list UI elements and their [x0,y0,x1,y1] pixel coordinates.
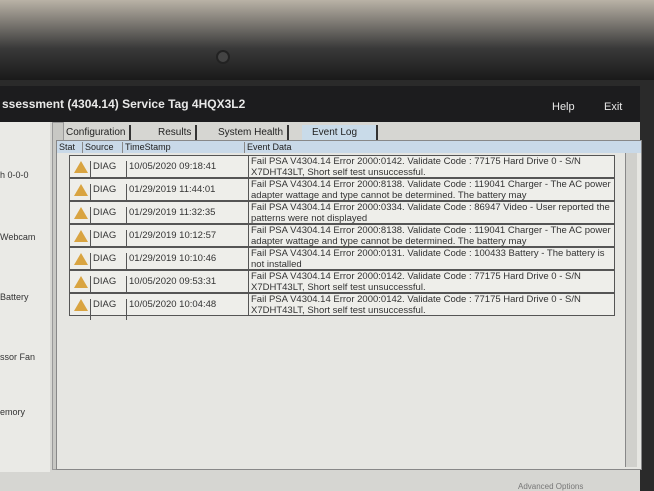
table-row[interactable]: DIAG 01/29/2019 11:44:01 Fail PSA V4304.… [69,178,615,205]
event-log-table: Stat Source TimeStamp Event Data DIAG 10… [56,140,642,470]
table-row[interactable]: DIAG 10/05/2020 10:04:48 Fail PSA V4304.… [69,293,615,320]
timestamp-cell: 10/05/2020 10:04:48 [126,299,246,320]
table-row[interactable]: DIAG 01/29/2019 10:10:46 Fail PSA V4304.… [69,247,615,274]
sidebar: h 0-0-0 Webcam Battery ssor Fan emory [0,122,50,472]
table-row[interactable]: DIAG 10/05/2020 09:53:31 Fail PSA V4304.… [69,270,615,297]
source-cell: DIAG [90,299,116,320]
event-data-cell: Fail PSA V4304.14 Error 2000:0142. Valid… [248,294,614,315]
laptop-bezel [0,0,654,80]
warning-icon [74,184,88,196]
warning-icon [74,276,88,288]
table-header: Stat Source TimeStamp Event Data [57,141,641,153]
source-cell: DIAG [90,253,116,274]
timestamp-cell: 01/29/2019 10:10:46 [126,253,246,274]
table-scrollbar[interactable] [625,153,637,467]
tab-system-health[interactable]: System Health [214,125,290,140]
advanced-options-link[interactable]: Advanced Options [518,482,584,491]
webcam-lens [216,50,230,64]
source-cell: DIAG [90,184,116,205]
event-data-cell: Fail PSA V4304.14 Error 2000:8138. Valid… [248,225,614,246]
table-row[interactable]: DIAG 01/29/2019 10:12:57 Fail PSA V4304.… [69,224,615,251]
tab-configuration[interactable]: Configuration [62,125,132,140]
timestamp-cell: 01/29/2019 10:12:57 [126,230,246,251]
event-data-cell: Fail PSA V4304.14 Error 2000:0131. Valid… [248,248,614,269]
timestamp-cell: 10/05/2020 09:18:41 [126,161,246,182]
column-header[interactable]: Stat [59,142,83,153]
warning-icon [74,299,88,311]
sidebar-item[interactable]: emory [0,407,26,417]
tab-results[interactable]: Results [154,125,198,140]
source-cell: DIAG [90,230,116,251]
event-data-cell: Fail PSA V4304.14 Error 2000:8138. Valid… [248,179,614,200]
source-cell: DIAG [90,276,116,297]
column-header[interactable]: Event Data [247,142,292,152]
help-button[interactable]: Help [552,101,575,113]
sidebar-item[interactable]: h 0-0-0 [0,170,29,180]
timestamp-cell: 01/29/2019 11:32:35 [126,207,246,228]
sidebar-item[interactable]: ssor Fan [0,352,36,362]
app-body: h 0-0-0 Webcam Battery ssor Fan emory Co… [0,122,642,491]
warning-icon [74,230,88,242]
exit-button[interactable]: Exit [604,101,623,113]
event-data-cell: Fail PSA V4304.14 Error 2000:0142. Valid… [248,156,614,177]
event-data-cell: Fail PSA V4304.14 Error 2000:0142. Valid… [248,271,614,292]
table-row[interactable]: DIAG 01/29/2019 11:32:35 Fail PSA V4304.… [69,201,615,228]
column-header[interactable]: Source [85,142,123,153]
sidebar-item[interactable]: Battery [0,292,29,302]
timestamp-cell: 01/29/2019 11:44:01 [126,184,246,205]
tab-event-log[interactable]: Event Log [302,125,378,140]
warning-icon [74,253,88,265]
warning-icon [74,161,88,173]
table-row[interactable]: DIAG 10/05/2020 09:18:41 Fail PSA V4304.… [69,155,615,182]
source-cell: DIAG [90,207,116,228]
column-header[interactable]: TimeStamp [125,142,245,153]
timestamp-cell: 10/05/2020 09:53:31 [126,276,246,297]
sidebar-item[interactable]: Webcam [0,232,36,242]
warning-icon [74,207,88,219]
main-panel: Configuration Results System Health Even… [54,122,642,491]
app-title: ssessment (4304.14) Service Tag 4HQX3L2 [2,97,246,111]
event-data-cell: Fail PSA V4304.14 Error 2000:0334. Valid… [248,202,614,223]
source-cell: DIAG [90,161,116,182]
title-bar: ssessment (4304.14) Service Tag 4HQX3L2 … [0,86,640,122]
